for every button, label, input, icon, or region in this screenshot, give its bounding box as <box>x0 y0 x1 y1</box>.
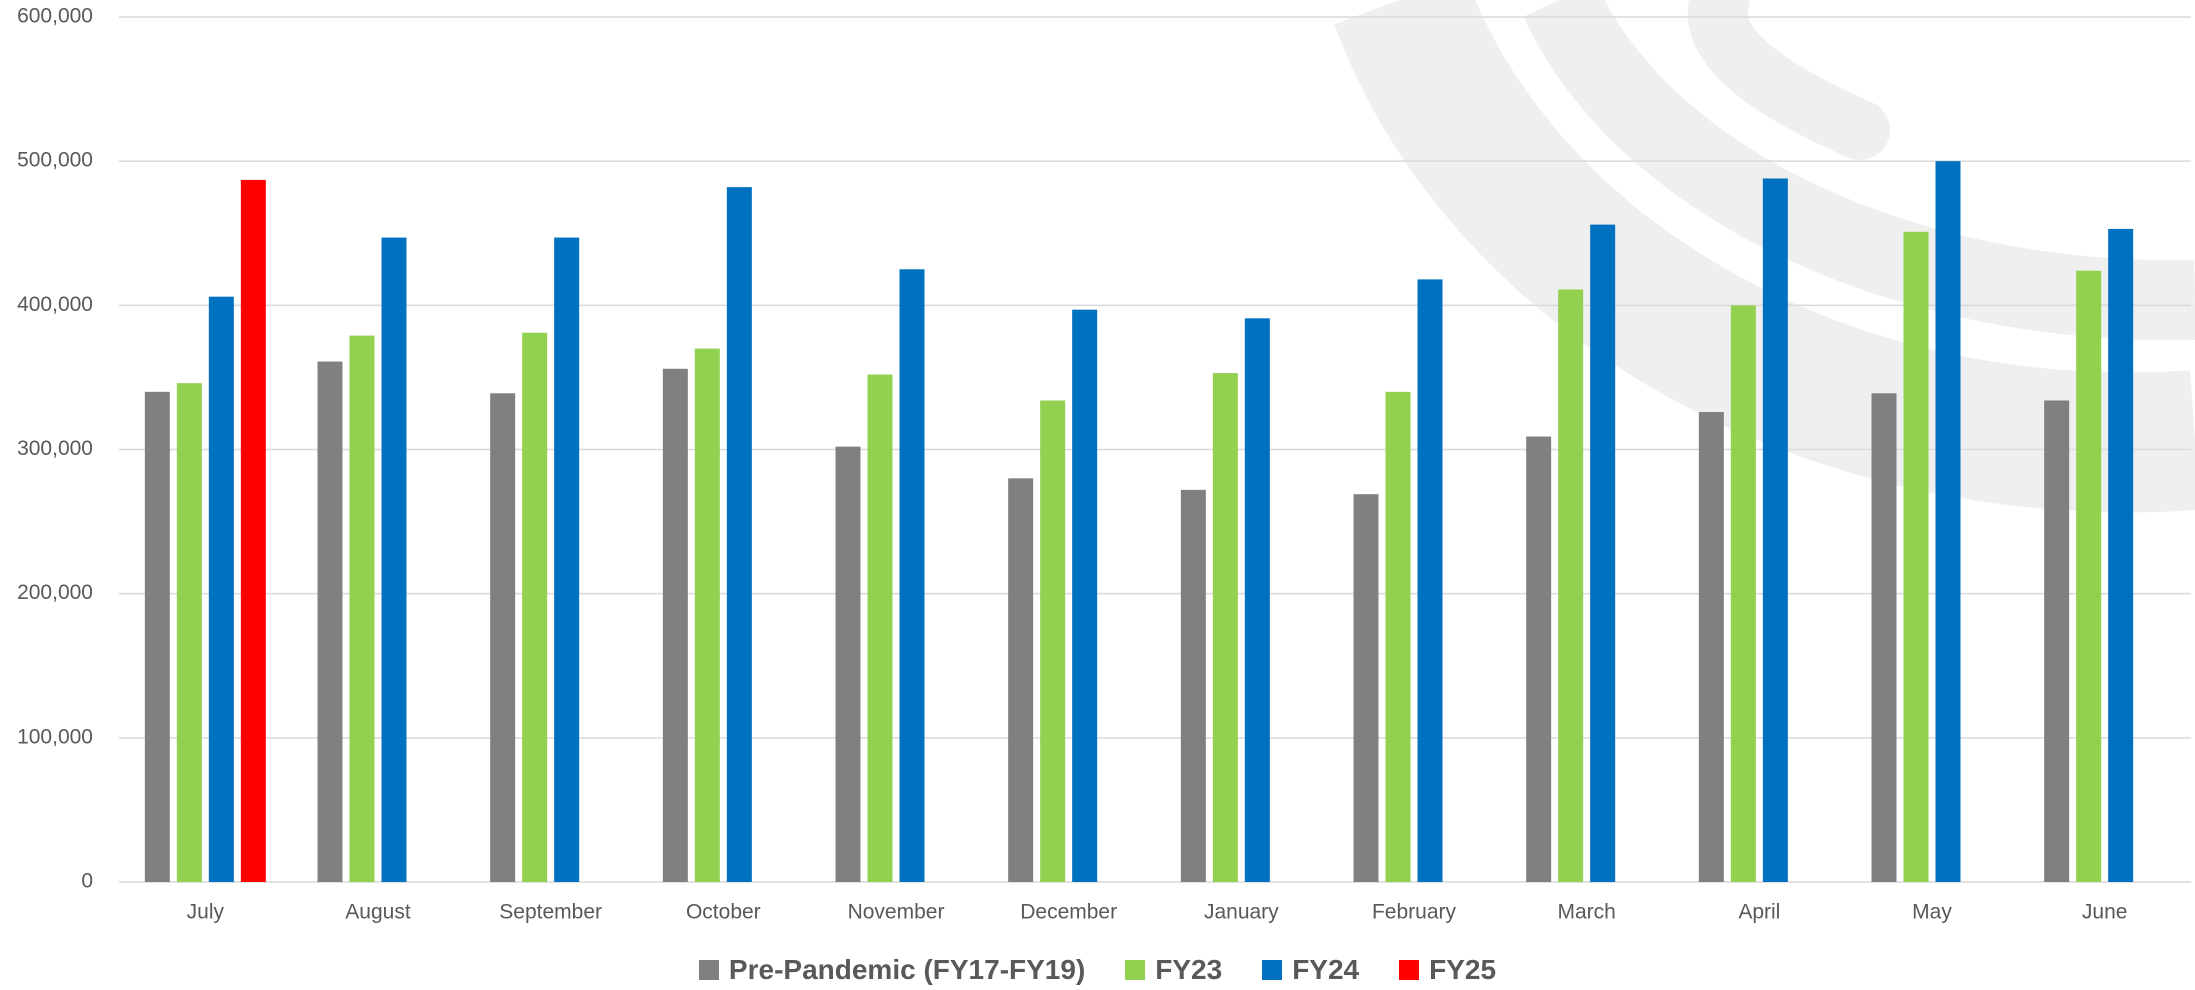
bar <box>554 237 580 882</box>
x-tick-label: September <box>499 901 602 924</box>
bar <box>381 237 407 882</box>
bar <box>522 332 548 883</box>
y-tick-label: 200,000 <box>17 581 93 604</box>
x-tick-label: June <box>2082 901 2128 924</box>
bar <box>1903 231 1929 882</box>
x-tick-label: November <box>848 901 945 924</box>
y-tick-label: 100,000 <box>17 725 93 748</box>
bar <box>835 446 861 882</box>
bar <box>662 368 688 882</box>
legend: Pre-Pandemic (FY17-FY19) FY23 FY24 FY25 <box>0 950 2195 990</box>
x-tick-label: October <box>686 901 761 924</box>
bar <box>1180 489 1206 882</box>
y-tick-label: 600,000 <box>17 5 93 28</box>
bar <box>240 179 266 883</box>
bar <box>1008 478 1034 882</box>
bar <box>349 335 375 882</box>
bar <box>2108 228 2134 883</box>
bar <box>2044 400 2070 882</box>
bar <box>899 269 925 883</box>
legend-label: FY25 <box>1429 954 1497 985</box>
legend-swatch <box>698 960 719 980</box>
bar <box>1730 305 1756 882</box>
x-tick-label: March <box>1557 901 1615 924</box>
bar <box>1212 373 1238 882</box>
y-tick-label: 500,000 <box>17 149 93 172</box>
legend-label: FY23 <box>1155 954 1223 985</box>
bar <box>867 374 893 882</box>
bar <box>1353 494 1379 882</box>
bar <box>1590 224 1616 883</box>
legend-item: FY25 <box>1399 954 1496 986</box>
bar <box>694 348 720 882</box>
bar <box>1558 289 1584 883</box>
bar <box>1385 391 1411 882</box>
bar <box>726 187 752 882</box>
bar <box>1871 393 1897 882</box>
y-tick-label: 300,000 <box>17 437 93 460</box>
bar <box>490 393 516 882</box>
legend-swatch <box>1262 960 1283 980</box>
legend-swatch <box>1399 960 1420 980</box>
bar <box>144 391 170 882</box>
y-tick-label: 0 <box>81 870 93 893</box>
x-tick-label: May <box>1912 901 1952 924</box>
x-tick-label: July <box>187 901 225 924</box>
bar <box>208 296 234 882</box>
legend-item: Pre-Pandemic (FY17-FY19) <box>698 954 1086 986</box>
bar <box>2076 270 2102 882</box>
bar <box>1417 279 1443 883</box>
bar <box>1072 309 1098 882</box>
x-tick-label: April <box>1738 901 1780 924</box>
y-tick-label: 400,000 <box>17 293 93 316</box>
watermark <box>1334 0 2195 513</box>
legend-swatch <box>1125 960 1146 980</box>
watermark-arc <box>1687 0 1890 160</box>
watermark-arc <box>1334 0 2195 513</box>
watermark-arc <box>1523 0 2195 341</box>
bar <box>1935 161 1961 882</box>
bar <box>1762 178 1788 882</box>
bar <box>317 361 343 882</box>
chart: 0 100,000 200,000 300,000 400,000 500,000 600,… <box>17 0 2195 924</box>
bar <box>1698 412 1724 882</box>
x-tick-label: December <box>1020 901 1117 924</box>
legend-item: FY23 <box>1125 954 1222 986</box>
bar <box>1244 318 1270 882</box>
bar <box>1526 436 1552 882</box>
legend-label: Pre-Pandemic (FY17-FY19) <box>728 954 1086 985</box>
bar <box>176 383 202 882</box>
legend-label: FY24 <box>1292 954 1360 985</box>
x-tick-label: February <box>1372 901 1457 924</box>
x-tick-label: August <box>345 901 411 924</box>
x-tick-label: January <box>1204 901 1279 924</box>
bar <box>1040 400 1066 882</box>
legend-item: FY24 <box>1262 954 1359 986</box>
